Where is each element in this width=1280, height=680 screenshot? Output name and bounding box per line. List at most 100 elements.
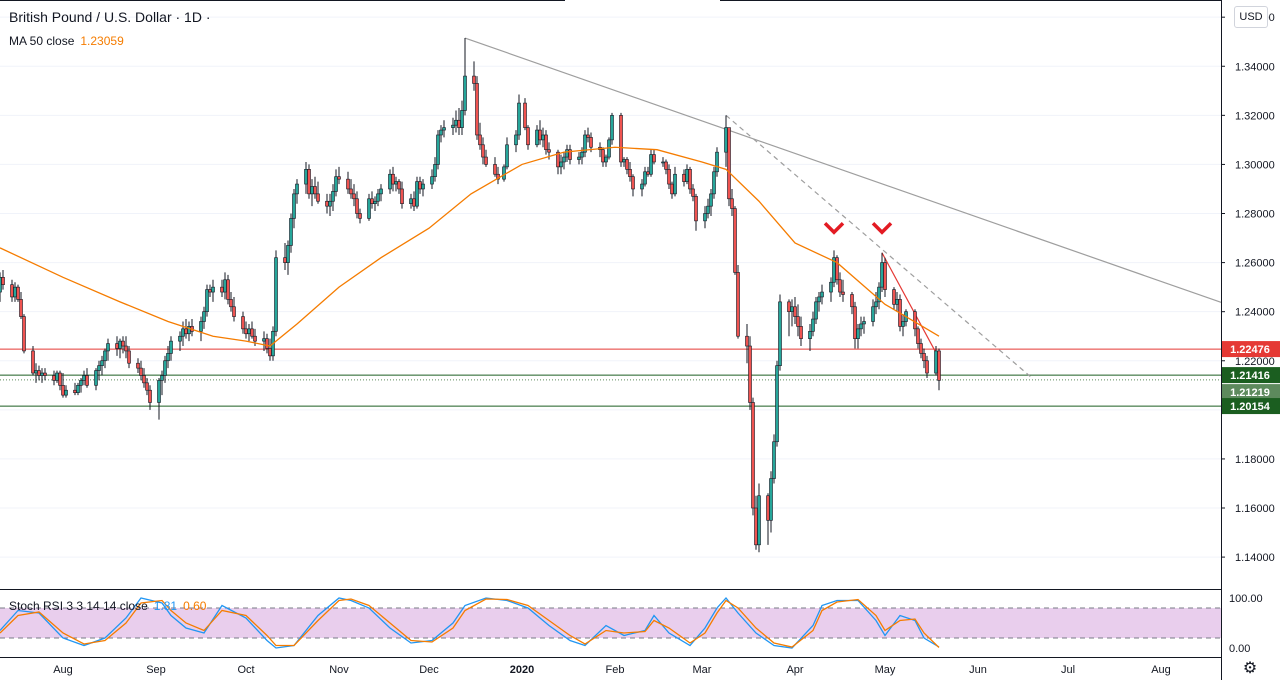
candle-body — [121, 340, 125, 347]
candle-body — [313, 186, 317, 195]
price-tick-label[interactable]: 1.32000 — [1235, 110, 1275, 122]
candle-body — [862, 321, 866, 325]
candle-body — [577, 156, 581, 160]
horizontal-levels[interactable] — [0, 348, 1221, 407]
candle-body — [40, 372, 44, 376]
price-tick-label[interactable]: 1.16000 — [1235, 503, 1275, 515]
candle-body — [430, 176, 434, 185]
candle-body — [451, 124, 455, 128]
time-tick-label[interactable]: Jul — [1061, 664, 1075, 676]
candle-body — [535, 129, 539, 146]
candle-body — [463, 75, 467, 111]
price-tick-label[interactable]: 1.22000 — [1235, 356, 1275, 368]
time-tick-label[interactable]: Apr — [786, 664, 803, 676]
price-tick-label[interactable]: 1.26000 — [1235, 258, 1275, 270]
candle-body — [394, 181, 398, 185]
time-tick-label[interactable]: Sep — [146, 664, 166, 676]
osc-tick-label[interactable]: 0.00 — [1229, 643, 1250, 655]
candle-body — [328, 200, 332, 207]
price-tick-label[interactable]: 1.24000 — [1235, 307, 1275, 319]
candle-body — [808, 331, 812, 339]
candle-body — [619, 115, 623, 163]
candle-body — [241, 316, 245, 330]
time-tick-label[interactable]: Nov — [329, 664, 349, 676]
candle-body — [325, 200, 329, 207]
trendline[interactable] — [881, 252, 940, 359]
candle-body — [712, 171, 716, 195]
time-tick-label[interactable]: 2020 — [510, 664, 534, 676]
candle-body — [85, 375, 89, 386]
candle-body — [76, 385, 80, 393]
candle-body — [292, 193, 296, 219]
time-tick-label[interactable]: Aug — [1151, 664, 1171, 676]
gear-icon[interactable]: ⚙ — [1242, 660, 1258, 677]
osc-d-value: 0.60 — [183, 599, 207, 613]
candle-body — [22, 316, 26, 352]
candle-body — [901, 321, 905, 327]
candle-body — [877, 286, 881, 303]
stoch-d-line — [0, 598, 940, 648]
candle-body — [136, 362, 140, 369]
candle-body — [211, 286, 215, 293]
time-tick-label[interactable]: May — [875, 664, 896, 676]
time-tick-label[interactable]: Oct — [237, 664, 254, 676]
candle-body — [589, 137, 593, 148]
candle-body — [556, 151, 560, 168]
osc-tick-label[interactable]: 100.00 — [1229, 593, 1263, 605]
candle-body — [10, 284, 14, 298]
candle-body — [835, 257, 839, 281]
candle-body — [514, 134, 518, 146]
trendline[interactable] — [464, 37, 1222, 303]
candle-body — [310, 186, 314, 195]
candle-body — [391, 173, 395, 185]
candle-body — [709, 193, 713, 207]
trendlines[interactable] — [464, 37, 1222, 379]
candle-body — [349, 188, 353, 195]
currency-button[interactable]: USD — [1234, 6, 1268, 28]
candle-body — [388, 173, 392, 190]
candle-body — [100, 360, 104, 366]
price-label-box — [1222, 341, 1280, 358]
candle-body — [523, 102, 527, 128]
candle-body — [754, 507, 758, 546]
time-tick-label[interactable]: Feb — [606, 664, 625, 676]
price-tick-label[interactable]: 1.14000 — [1235, 552, 1275, 564]
candle-body — [139, 367, 143, 376]
candle-body — [670, 183, 674, 195]
time-tick-label[interactable]: Mar — [693, 664, 712, 676]
candle-body — [223, 279, 227, 293]
time-tick-label[interactable]: Jun — [969, 664, 987, 676]
price-tick-label[interactable]: 1.34000 — [1235, 61, 1275, 73]
price-tick-label[interactable]: 1.30000 — [1235, 159, 1275, 171]
time-tick-label[interactable]: Aug — [53, 664, 73, 676]
candle-body — [34, 370, 38, 374]
candle-body — [604, 156, 608, 163]
candle-body — [919, 343, 923, 354]
candle-body — [127, 350, 131, 364]
candle-body — [106, 343, 110, 352]
candle-body — [730, 198, 734, 209]
price-tick-label[interactable]: 1.18000 — [1235, 454, 1275, 466]
candle-body — [61, 385, 65, 396]
candle-body — [736, 272, 740, 337]
price-tick-label[interactable]: 1.28000 — [1235, 209, 1275, 221]
time-tick-label[interactable]: Dec — [419, 664, 439, 676]
candle-body — [19, 299, 23, 317]
candle-body — [622, 159, 626, 163]
candle-body — [643, 171, 647, 185]
ma-line — [0, 146, 940, 347]
candle-body — [856, 328, 860, 339]
trendline[interactable] — [725, 114, 1033, 379]
candle-body — [286, 245, 290, 263]
candle-body — [685, 169, 689, 182]
candle-body — [316, 193, 320, 202]
candle-body — [460, 110, 464, 128]
candle-body — [412, 198, 416, 207]
candle-body — [793, 306, 797, 317]
price-label-box — [1222, 398, 1280, 415]
candle-body — [457, 119, 461, 128]
candle-body — [52, 375, 56, 381]
candle-body — [688, 169, 692, 190]
